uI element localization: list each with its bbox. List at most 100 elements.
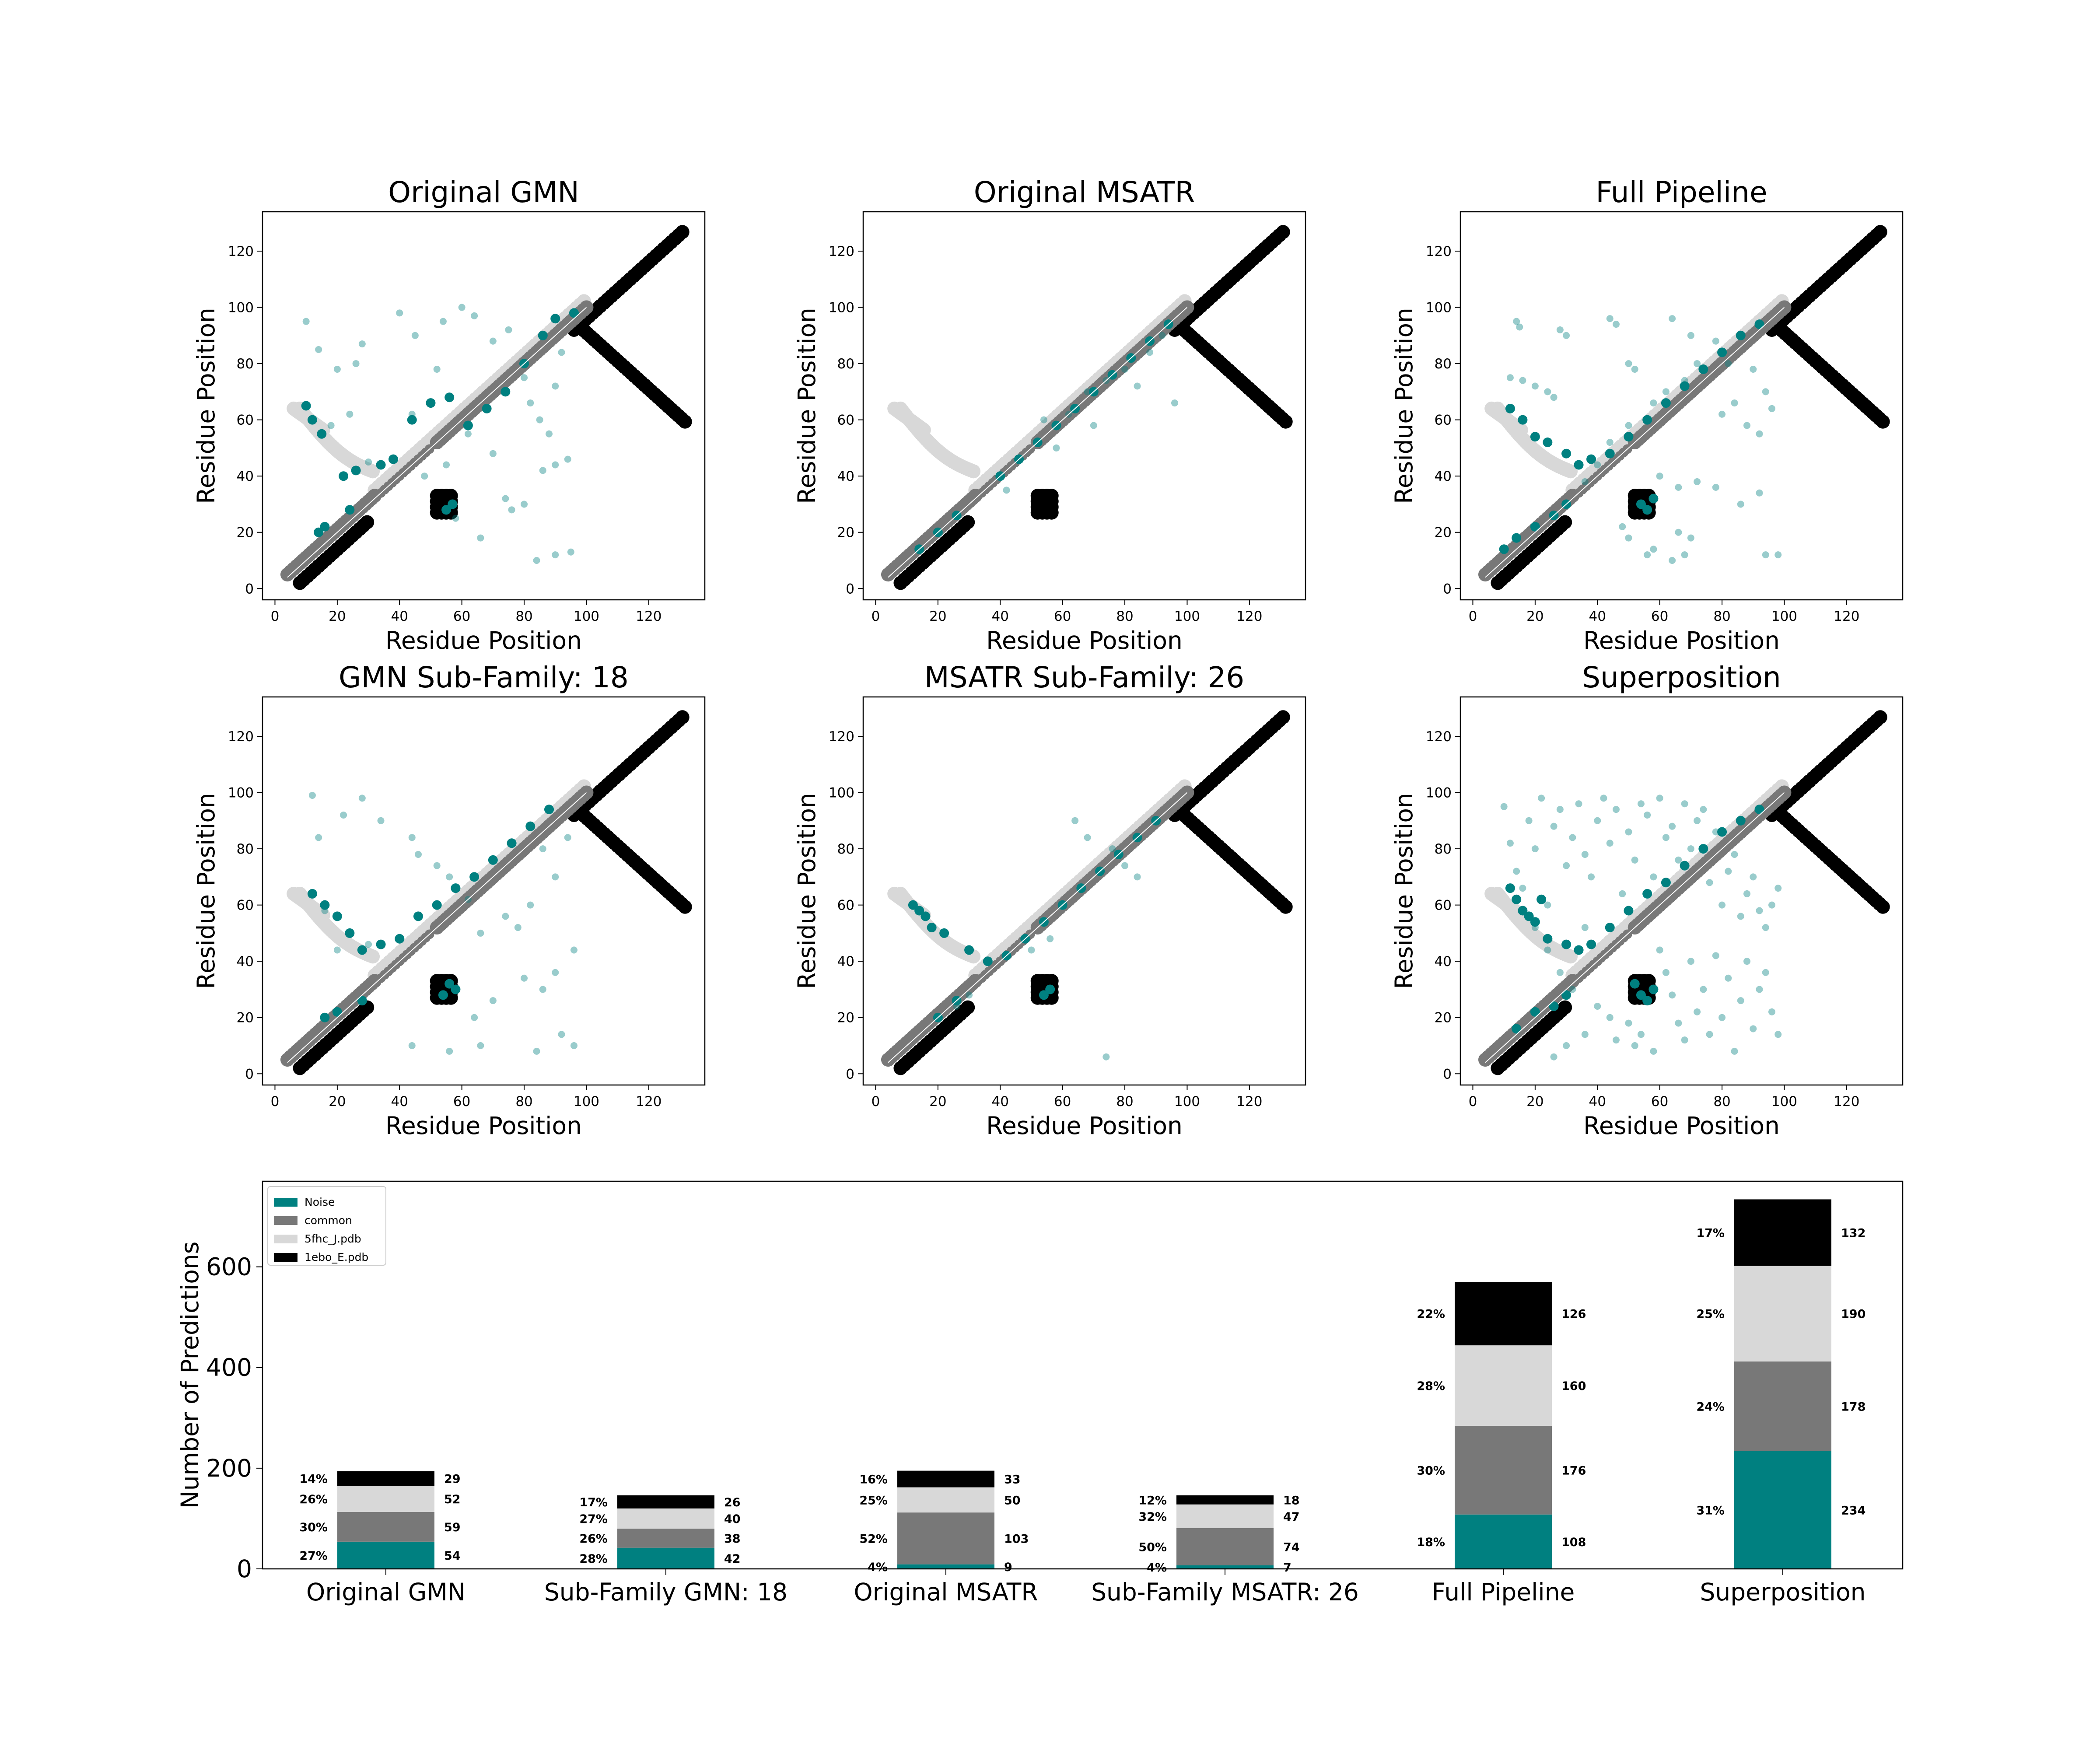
noise-point-sparse	[1612, 321, 1620, 328]
y-tick-label: 120	[829, 244, 854, 259]
noise-point-sparse	[1550, 822, 1558, 830]
noise-point-sparse	[1563, 1042, 1570, 1050]
x-tick-label: 20	[1526, 1094, 1544, 1110]
noise-point-sparse	[1762, 388, 1769, 396]
noise-point-dense	[1574, 945, 1584, 955]
noise-point-sparse	[396, 309, 403, 317]
noise-point-dense	[441, 505, 452, 515]
diagonal-line	[1485, 307, 1785, 578]
noise-point-sparse	[1625, 422, 1632, 429]
y-axis-label: Residue Position	[1390, 308, 1418, 504]
x-tick-label: 20	[1526, 609, 1544, 624]
noise-point-sparse	[321, 907, 329, 914]
noise-point-sparse	[1071, 817, 1079, 824]
noise-point-sparse	[1581, 1031, 1589, 1038]
noise-point-sparse	[552, 382, 559, 390]
noise-point-sparse	[471, 312, 478, 319]
noise-point-sparse	[1656, 472, 1663, 480]
noise-point-sparse	[552, 461, 559, 469]
noise-point-sparse	[408, 410, 416, 418]
y-tick-label: 200	[206, 1454, 252, 1482]
noise-point-sparse	[458, 304, 466, 311]
y-tick-label: 100	[829, 300, 854, 316]
noise-point-sparse	[1053, 444, 1060, 452]
noise-point-dense	[451, 883, 461, 893]
noise-point-dense	[463, 420, 473, 430]
noise-point-sparse	[1121, 862, 1129, 869]
x-tick-label: 0	[271, 1094, 280, 1110]
noise-point-sparse	[1121, 365, 1129, 373]
noise-point-sparse	[1656, 794, 1663, 802]
noise-point-sparse	[1040, 416, 1047, 424]
noise-point-dense	[482, 403, 492, 413]
bar-percent-label: 26%	[299, 1493, 328, 1506]
noise-point-sparse	[1046, 935, 1054, 942]
noise-point-sparse	[1675, 483, 1682, 491]
x-tick-label: 60	[1651, 609, 1668, 624]
axes-frame	[862, 696, 1306, 1086]
noise-point-dense	[1636, 499, 1646, 509]
noise-point-sparse	[1731, 399, 1738, 407]
noise-point-sparse	[1712, 828, 1719, 836]
noise-point-dense	[914, 906, 924, 916]
bar-count-label: 29	[444, 1472, 461, 1486]
y-tick-label: 20	[237, 1010, 254, 1026]
noise-point-sparse	[1718, 410, 1726, 418]
noise-point-sparse	[1750, 873, 1757, 881]
x-tick-label: 40	[391, 1094, 408, 1110]
bar-segment-noise	[1455, 1514, 1552, 1569]
noise-point-dense	[1717, 827, 1727, 837]
noise-point-dense	[448, 499, 458, 509]
noise-point-sparse	[1090, 422, 1097, 429]
noise-point-sparse	[1606, 315, 1614, 322]
y-tick-label: 0	[846, 1066, 854, 1082]
x-tick-label: 20	[329, 609, 346, 624]
noise-point-sparse	[536, 416, 543, 424]
noise-point-dense	[345, 505, 355, 515]
bar-count-label: 132	[1841, 1226, 1866, 1240]
noise-point-dense	[1680, 381, 1690, 391]
noise-point-dense	[469, 872, 480, 882]
bar-count-label: 234	[1841, 1504, 1866, 1517]
noise-point-sparse	[1625, 1019, 1632, 1027]
noise-point-sparse	[1750, 365, 1757, 373]
noise-point-dense	[927, 923, 937, 933]
noise-point-sparse	[1687, 332, 1694, 339]
bar-segment-common	[1455, 1426, 1552, 1515]
noise-point-sparse	[1687, 958, 1694, 965]
noise-point-sparse	[521, 374, 528, 382]
noise-point-sparse	[1706, 1031, 1713, 1038]
y-tick-label: 120	[829, 729, 854, 745]
bar-percent-label: 26%	[579, 1532, 608, 1546]
noise-point-sparse	[533, 557, 540, 564]
noise-point-sparse	[1581, 924, 1589, 931]
noise-point-sparse	[1706, 879, 1713, 886]
noise-point-sparse	[527, 399, 534, 407]
bar-percent-label: 50%	[1138, 1540, 1167, 1554]
x-tick-label: 120	[1236, 1094, 1262, 1110]
noise-point-sparse	[1756, 986, 1763, 993]
bar-count-label: 38	[724, 1532, 741, 1546]
noise-point-dense	[1605, 448, 1615, 458]
y-tick-label: 40	[237, 954, 254, 970]
noise-point-sparse	[333, 365, 341, 373]
noise-point-dense	[1561, 939, 1572, 949]
bar-count-label: 9	[1004, 1561, 1012, 1574]
ebo-lower-point	[961, 1000, 975, 1015]
diagonal-line	[888, 307, 1188, 578]
noise-point-dense	[569, 308, 579, 318]
noise-point-dense	[1630, 979, 1640, 989]
noise-point-sparse	[539, 845, 546, 853]
x-tick-label: 0	[872, 1094, 880, 1110]
noise-point-sparse	[539, 467, 546, 474]
noise-point-sparse	[505, 326, 512, 333]
noise-point-dense	[320, 1012, 330, 1022]
diagonal-line	[287, 307, 587, 578]
bar-percent-label: 18%	[1417, 1536, 1445, 1549]
noise-point-sparse	[1544, 901, 1551, 909]
noise-point-dense	[1642, 505, 1652, 515]
fhc-arm-point	[1514, 423, 1528, 437]
noise-point-sparse	[1725, 868, 1732, 875]
noise-point-dense	[1045, 984, 1055, 994]
noise-point-sparse	[1569, 986, 1576, 993]
